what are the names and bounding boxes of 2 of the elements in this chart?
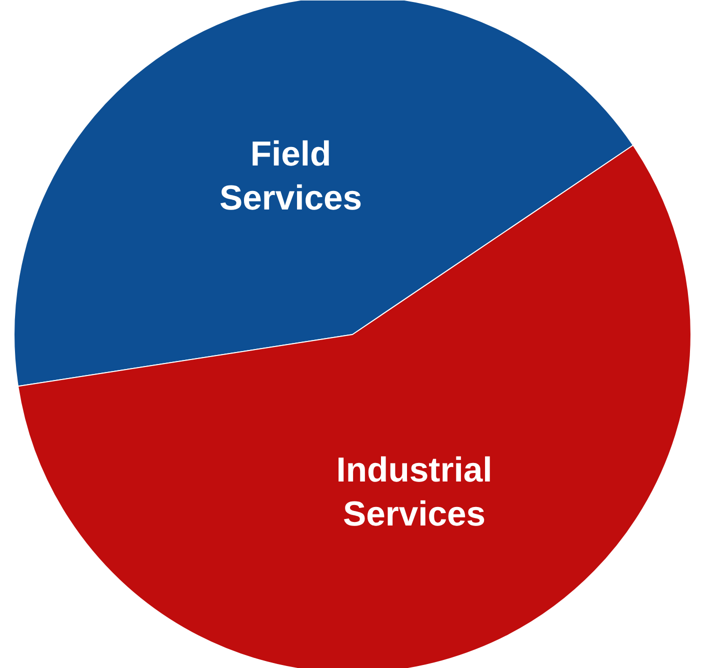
slice-label: Field Services [219, 136, 362, 218]
slice-label: Industrial Services [336, 451, 492, 534]
